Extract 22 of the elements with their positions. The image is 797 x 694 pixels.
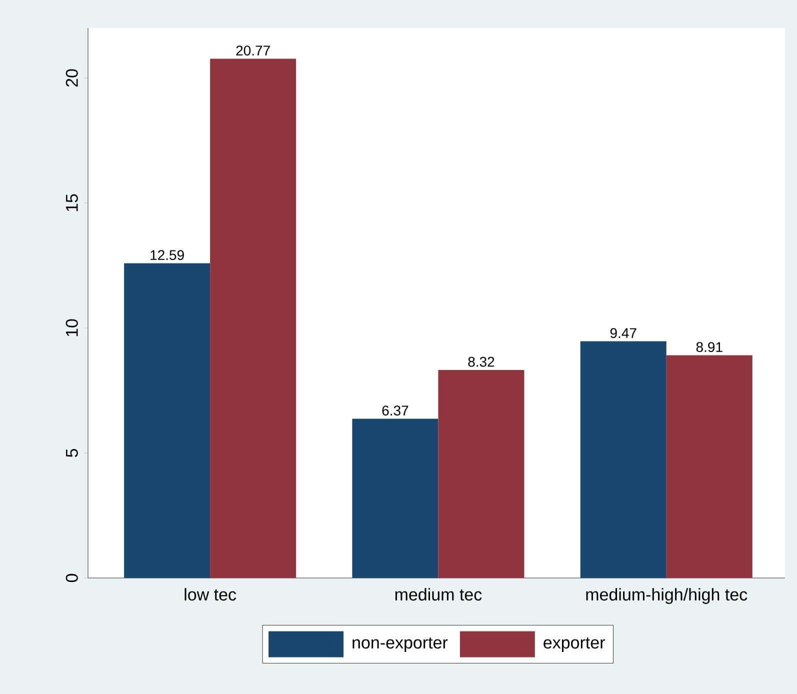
x-tick-label: medium-high/high tec [586, 588, 748, 604]
legend-label: exporter [544, 637, 605, 652]
bar [580, 341, 666, 578]
x-tick-label: low tec [184, 588, 236, 601]
data-label: 8.91 [696, 342, 722, 352]
data-label: 9.47 [610, 328, 636, 338]
bar [352, 418, 438, 578]
bar [438, 370, 524, 578]
data-label: 8.32 [468, 356, 494, 367]
bar [210, 58, 296, 578]
data-label: 12.59 [150, 250, 184, 260]
data-label: 6.37 [382, 406, 408, 416]
y-tick-label: 0 [66, 574, 78, 582]
y-tick-label: 5 [66, 448, 78, 458]
bar [124, 263, 210, 578]
legend-label: non-exporter [352, 637, 448, 652]
bar [666, 355, 752, 578]
y-tick-label: 15 [66, 194, 78, 212]
y-tick-label: 20 [66, 69, 78, 87]
y-tick-label: 10 [66, 319, 78, 336]
x-tick-label: medium tec [395, 588, 482, 601]
data-label: 20.77 [236, 46, 270, 56]
